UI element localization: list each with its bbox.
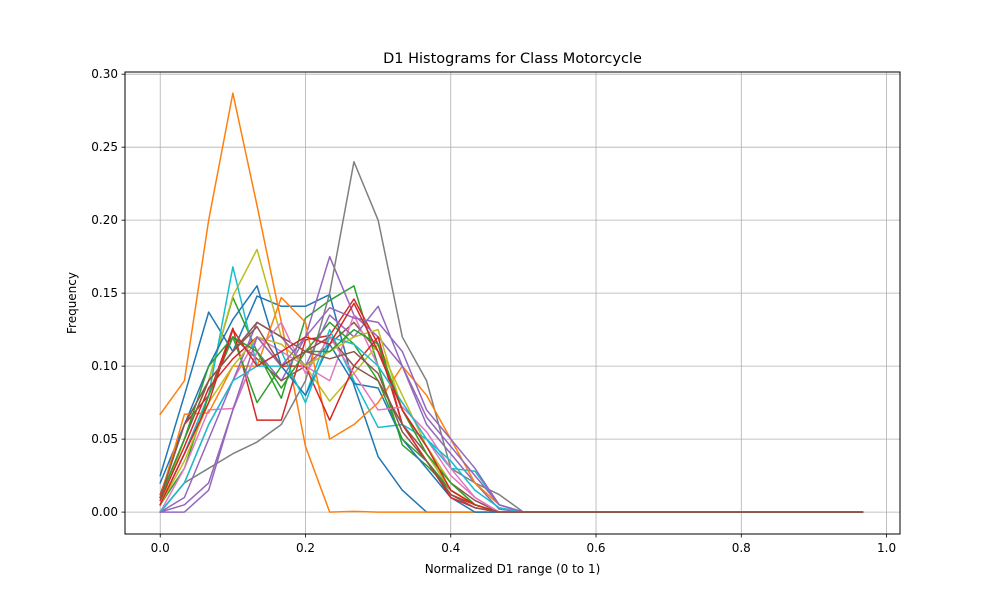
chart-title: D1 Histograms for Class Motorcycle	[383, 51, 642, 67]
y-tick-label: 0.20	[91, 213, 118, 227]
x-axis-ticks: 0.0 0.2 0.4 0.6 0.8 1.0	[151, 534, 896, 555]
y-axis-ticks: 0.00 0.05 0.10 0.15 0.20 0.25 0.30	[91, 67, 125, 519]
x-tick-label: 0.0	[151, 541, 170, 555]
x-tick-label: 0.4	[441, 541, 460, 555]
x-tick-label: 0.2	[296, 541, 315, 555]
y-tick-label: 0.05	[91, 432, 118, 446]
y-axis-label: Frequency	[65, 272, 79, 334]
x-tick-label: 1.0	[877, 541, 896, 555]
x-tick-label: 0.6	[586, 541, 605, 555]
y-tick-label: 0.00	[91, 505, 118, 519]
series-line-23	[159, 325, 864, 513]
x-axis-label: Normalized D1 range (0 to 1)	[425, 562, 601, 576]
y-tick-label: 0.25	[91, 140, 118, 154]
x-tick-label: 0.8	[732, 541, 751, 555]
y-tick-label: 0.30	[91, 67, 118, 81]
plot-frame	[124, 71, 901, 535]
y-tick-label: 0.15	[91, 286, 118, 300]
series-layer	[159, 92, 864, 514]
y-tick-label: 0.10	[91, 359, 118, 373]
